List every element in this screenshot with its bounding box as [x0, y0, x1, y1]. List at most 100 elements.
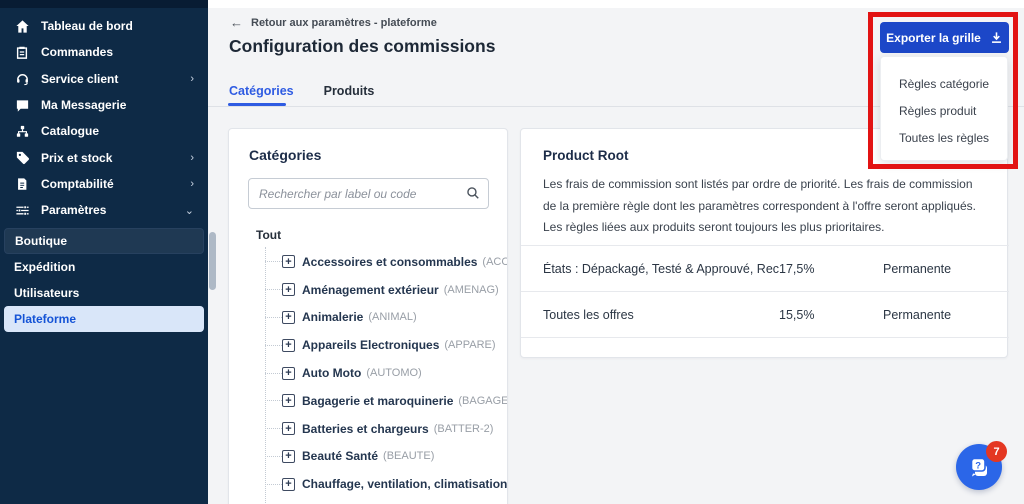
expand-icon[interactable]: +	[282, 449, 295, 463]
tree-item-label: Auto Moto	[302, 366, 362, 381]
tree-item-code: (APPARE)	[444, 339, 496, 352]
menu-item-regles-categorie[interactable]: Règles catégorie	[899, 76, 990, 91]
tree-item-code: (ACCESS-3)	[482, 255, 507, 268]
sidebar-item-catalog[interactable]: Catalogue	[0, 118, 208, 144]
tree-item-batter[interactable]: + Batteries et chargeurs (BATTER-2)	[265, 415, 507, 443]
notification-badge: 7	[986, 441, 1007, 462]
tree-root-tout[interactable]: Tout	[256, 228, 282, 242]
tree-item-code: (BEAUTE)	[383, 450, 435, 463]
chevron-right-icon: ›	[190, 177, 194, 190]
sub-item-label: Plateforme	[14, 312, 77, 326]
breadcrumb[interactable]: ← Retour aux paramètres - plateforme	[230, 15, 437, 30]
tree-item-label: Accessoires et consommables	[302, 254, 478, 269]
svg-text:?: ?	[975, 461, 981, 472]
tab-categories[interactable]: Catégories	[229, 84, 294, 98]
tree-item-chauffage[interactable]: + Chauffage, ventilation, climatisation …	[265, 470, 507, 498]
sidebar-item-boutique[interactable]: Boutique	[4, 228, 204, 254]
tree-item-bagage[interactable]: + Bagagerie et maroquinerie (BAGAGE-1)	[265, 387, 508, 415]
expand-icon[interactable]: +	[282, 255, 295, 269]
export-grid-button[interactable]: Exporter la grille	[880, 22, 1009, 53]
tree-connector	[265, 261, 282, 263]
sidebar-item-plateforme[interactable]: Plateforme	[4, 306, 204, 332]
categories-panel-title: Catégories	[249, 147, 322, 163]
commission-rules-table: États : Dépackagé, Testé & Approuvé, Rec…	[521, 245, 1009, 338]
expand-icon[interactable]: +	[282, 394, 295, 408]
sidebar-item-label: Prix et stock	[41, 150, 113, 165]
tree-item-code: (BAGAGE-1)	[458, 394, 508, 407]
sidebar-item-accounting[interactable]: Comptabilité ›	[0, 171, 208, 197]
sidebar-item-settings[interactable]: Paramètres ⌄	[0, 197, 208, 223]
tree-item-code: (AMENAG)	[443, 283, 499, 296]
settings-submenu: Boutique Expédition Utilisateurs Platefo…	[0, 228, 208, 332]
sidebar-item-pricing-stock[interactable]: Prix et stock ›	[0, 144, 208, 170]
expand-icon[interactable]: +	[282, 366, 295, 380]
clipboard-icon	[14, 44, 30, 60]
sidebar-top-strip	[0, 0, 208, 8]
tab-bar: Catégories Produits	[229, 84, 374, 110]
tree-item-automo[interactable]: + Auto Moto (AUTOMO)	[265, 359, 507, 387]
tree-item-label: Aménagement extérieur	[302, 282, 439, 297]
rule-rate: 15,5%	[779, 307, 815, 322]
export-button-label: Exporter la grille	[886, 30, 981, 45]
commission-panel-title: Product Root	[543, 148, 629, 163]
sidebar-item-orders[interactable]: Commandes	[0, 39, 208, 65]
tree-item-beaute[interactable]: + Beauté Santé (BEAUTE)	[265, 443, 507, 471]
tree-connector	[265, 344, 282, 346]
menu-item-toutes-les-regles[interactable]: Toutes les règles	[899, 130, 990, 145]
sidebar-item-label: Ma Messagerie	[41, 98, 127, 113]
commission-panel: Product Root Les frais de commission son…	[520, 128, 1009, 358]
tree-item-amenag[interactable]: + Aménagement extérieur (AMENAG)	[265, 276, 507, 304]
rule-condition: États : Dépackagé, Testé & Approuvé, Rec…	[543, 261, 779, 276]
main-content: ← Retour aux paramètres - plateforme Con…	[208, 0, 1024, 504]
back-arrow-icon: ←	[230, 15, 243, 30]
tree-item-appare[interactable]: + Appareils Electroniques (APPARE)	[265, 331, 507, 359]
tree-connector	[265, 428, 282, 430]
tree-connector	[265, 289, 282, 291]
table-divider	[521, 337, 1009, 338]
tag-icon	[14, 150, 30, 166]
sub-item-label: Utilisateurs	[14, 286, 80, 300]
invoice-icon	[14, 176, 30, 192]
rule-condition: Toutes les offres	[543, 307, 634, 322]
sidebar-item-label: Paramètres	[41, 203, 107, 218]
sidebar-item-label: Catalogue	[41, 124, 100, 139]
expand-icon[interactable]: +	[282, 477, 295, 491]
expand-icon[interactable]: +	[282, 310, 295, 324]
tree-item-access[interactable]: + Accessoires et consommables (ACCESS-3)	[265, 248, 507, 276]
menu-item-regles-produit[interactable]: Règles produit	[899, 103, 977, 118]
sidebar-item-utilisateurs[interactable]: Utilisateurs	[4, 280, 204, 306]
tab-produits[interactable]: Produits	[323, 84, 375, 98]
chevron-right-icon: ›	[190, 151, 194, 164]
sidebar-item-dashboard[interactable]: Tableau de bord	[0, 13, 208, 39]
tree-item-label: Beauté Santé	[302, 449, 379, 464]
sub-item-label: Expédition	[14, 260, 76, 274]
sidebar-item-messaging[interactable]: Ma Messagerie	[0, 92, 208, 118]
expand-icon[interactable]: +	[282, 338, 295, 352]
sidebar-item-label: Service client	[41, 71, 119, 86]
download-icon	[990, 31, 1003, 44]
search-icon[interactable]	[466, 186, 480, 200]
sitemap-icon	[14, 123, 30, 139]
tree-item-code: (BATTER-2)	[433, 422, 494, 435]
tree-item-code: (AUTOMO)	[366, 367, 422, 380]
tree-connector	[265, 455, 282, 457]
scrollbar-thumb[interactable]	[209, 232, 216, 290]
commission-rule-row[interactable]: États : Dépackagé, Testé & Approuvé, Rec…	[521, 245, 1009, 291]
tree-item-animal[interactable]: + Animalerie (ANIMAL)	[265, 304, 507, 332]
sub-item-label: Boutique	[15, 234, 67, 248]
sidebar-item-label: Comptabilité	[41, 176, 114, 191]
tree-guide-line	[265, 247, 266, 504]
headset-icon	[14, 71, 30, 87]
sidebar-item-expedition[interactable]: Expédition	[4, 254, 204, 280]
category-search-input[interactable]	[248, 178, 489, 209]
sliders-icon	[14, 202, 30, 218]
chat-icon	[14, 97, 30, 113]
sidebar: Tableau de bord Commandes Service client…	[0, 0, 208, 504]
commission-rule-row[interactable]: Toutes les offres 15,5% Permanente	[521, 291, 1009, 337]
active-tab-underline	[228, 103, 286, 106]
expand-icon[interactable]: +	[282, 283, 295, 297]
sidebar-item-customer-service[interactable]: Service client ›	[0, 66, 208, 92]
page-title: Configuration des commissions	[229, 36, 496, 56]
expand-icon[interactable]: +	[282, 422, 295, 436]
